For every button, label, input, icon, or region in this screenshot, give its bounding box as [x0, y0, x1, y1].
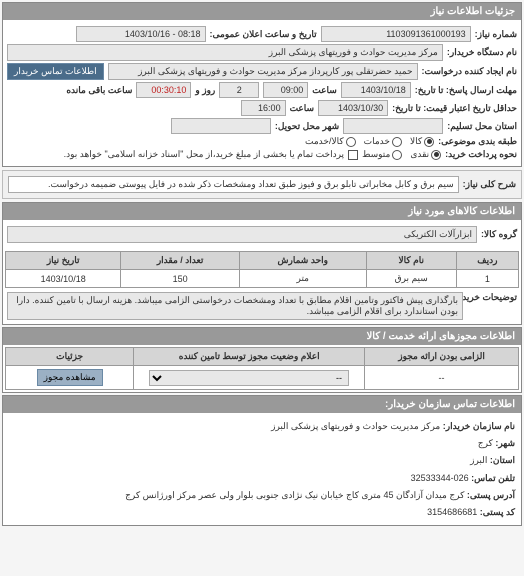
panel-header: جزئیات اطلاعات نیاز [3, 3, 521, 20]
pkg-kala-radio[interactable]: کالا [410, 136, 434, 147]
time-label-2: ساعت [290, 103, 315, 114]
c-postal-label: آدرس پستی: [467, 490, 515, 500]
time-label-1: ساعت [312, 85, 337, 96]
lic-status-select[interactable]: -- [149, 370, 349, 386]
days-unit: روز و [195, 85, 215, 96]
table-row: -- -- مشاهده مجوز [6, 366, 519, 390]
radio-icon [431, 150, 441, 160]
goods-panel: اطلاعات کالاهای مورد نیاز گروه کالا: ابز… [2, 202, 522, 325]
licenses-table: الزامی بودن ارائه مجوز اعلام وضعیت مجوز … [5, 347, 519, 390]
buyer-note-label: توضیحات خریدار: [467, 292, 517, 303]
announce-label: تاریخ و ساعت اعلان عمومی: [210, 29, 317, 40]
validity-label: حداقل تاریخ اعتبار قیمت: تا تاریخ: [392, 103, 517, 114]
contact-panel: اطلاعات تماس سازمان خریدار: نام سازمان خ… [2, 395, 522, 526]
contact-header: اطلاعات تماس سازمان خریدار: [3, 396, 521, 413]
th-qty: تعداد / مقدار [121, 252, 239, 270]
lic-status-cell: -- [134, 366, 365, 390]
announce-value: 08:18 - 1403/10/16 [76, 26, 206, 42]
th-lic-required: الزامی بودن ارائه مجوز [365, 348, 519, 366]
radio-icon [424, 137, 434, 147]
province-value [343, 118, 443, 134]
req-number-value: 1103091361000193 [321, 26, 471, 42]
th-date: تاریخ نیاز [6, 252, 121, 270]
requester-value: حمید حضرتقلی پور کارپرداز مرکز مدیریت حو… [108, 63, 418, 80]
pay-vam-radio[interactable]: متوسط [362, 149, 402, 160]
lic-details-cell: مشاهده مجوز [6, 366, 134, 390]
deadline-time: 09:00 [263, 82, 308, 98]
c-city-label: شهر: [495, 438, 515, 448]
validity-time: 16:00 [241, 100, 286, 116]
table-header-row: الزامی بودن ارائه مجوز اعلام وضعیت مجوز … [6, 348, 519, 366]
pkg-both-radio[interactable]: کالا/خدمت [305, 136, 356, 147]
table-header-row: ردیف نام کالا واحد شمارش تعداد / مقدار ت… [6, 252, 519, 270]
pay-note: پرداخت تمام یا بخشی از مبلغ خرید،از محل … [64, 149, 344, 160]
title-key-label: شرح کلی نیاز: [463, 179, 516, 190]
deadline-label: مهلت ارسال پاسخ: تا تاریخ: [415, 85, 517, 96]
contact-info: نام سازمان خریدار: مرکز مدیریت حوادث و ف… [3, 413, 521, 525]
view-license-button[interactable]: مشاهده مجوز [37, 369, 103, 386]
th-lic-status: اعلام وضعیت مجوز توسط تامین کننده [134, 348, 365, 366]
city-value [171, 118, 271, 134]
radio-icon [392, 137, 402, 147]
need-details-panel: جزئیات اطلاعات نیاز شماره نیاز: 11030913… [2, 2, 522, 167]
days-remaining: 2 [219, 82, 259, 98]
th-name: نام کالا [366, 252, 456, 270]
group-value: ابزارآلات الکتریکی [7, 226, 477, 243]
title-key-row: شرح کلی نیاز: سیم برق و کابل مخابراتی تا… [2, 170, 522, 199]
pkg-khadamat-radio[interactable]: خدمات [364, 136, 402, 147]
city-label: شهر محل تحویل: [275, 121, 339, 132]
c-postcode: 3154686681 [427, 507, 477, 517]
pay-radio-group: نقدی متوسط [362, 149, 441, 160]
c-org-label: نام سازمان خریدار: [443, 421, 515, 431]
buyer-org-value: مرکز مدیریت حوادث و فوریتهای پزشکی البرز [7, 44, 443, 61]
radio-icon [392, 150, 402, 160]
timer-unit: ساعت باقی مانده [66, 85, 132, 96]
pay-naqdi-radio[interactable]: نقدی [410, 149, 441, 160]
licenses-header: اطلاعات مجوزهای ارائه خدمت / کالا [3, 328, 521, 345]
buyer-contact-button[interactable]: اطلاعات تماس خریدار [7, 63, 104, 80]
c-phone: 026-32533344 [411, 473, 469, 483]
th-unit: واحد شمارش [239, 252, 366, 270]
group-label: گروه کالا: [481, 229, 517, 240]
radio-icon [346, 137, 356, 147]
licenses-panel: اطلاعات مجوزهای ارائه خدمت / کالا الزامی… [2, 327, 522, 393]
goods-table: ردیف نام کالا واحد شمارش تعداد / مقدار ت… [5, 251, 519, 288]
pay-label: نحوه پرداخت خرید: [445, 149, 517, 160]
deadline-date: 1403/10/18 [341, 82, 411, 98]
c-province-label: استان: [490, 455, 515, 465]
requester-label: نام ایجاد کننده درخواست: [422, 66, 517, 77]
c-postal: کرج میدان آزادگان 45 متری کاج خیابان نیک… [125, 490, 464, 500]
pkg-label: طبقه بندی موضوعی: [438, 136, 517, 147]
req-number-label: شماره نیاز: [475, 29, 517, 40]
th-lic-details: جزئیات [6, 348, 134, 366]
timer: 00:30:10 [136, 82, 191, 98]
validity-date: 1403/10/30 [318, 100, 388, 116]
c-phone-label: تلفن تماس: [471, 473, 515, 483]
title-key-value: سیم برق و کابل مخابراتی تابلو برق و فیوز… [8, 176, 459, 193]
table-row[interactable]: 1 سیم برق متر 150 1403/10/18 [6, 270, 519, 288]
buyer-note-value: بارگذاری پیش فاکتور وتامین اقلام مطابق ب… [7, 292, 463, 320]
th-index: ردیف [456, 252, 518, 270]
c-org: مرکز مدیریت حوادث و فوریتهای پزشکی البرز [271, 421, 440, 431]
c-city: کرج [478, 438, 493, 448]
pkg-radio-group: کالا خدمات کالا/خدمت [305, 136, 434, 147]
pay-checkbox[interactable] [348, 150, 358, 160]
buyer-org-label: نام دستگاه خریدار: [447, 47, 517, 58]
c-province: البرز [470, 455, 487, 465]
province-label: استان محل تسلیم: [447, 121, 517, 132]
goods-panel-header: اطلاعات کالاهای مورد نیاز [3, 203, 521, 220]
c-postcode-label: کد پستی: [480, 507, 515, 517]
